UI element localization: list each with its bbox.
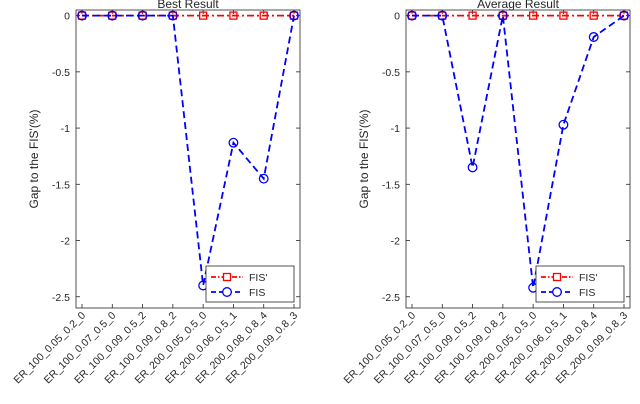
right-chart-legend: FIS' FIS	[535, 265, 625, 303]
right-chart-fis-point	[619, 10, 629, 21]
left-chart-legend: FIS' FIS	[205, 265, 295, 303]
right-chart-ytick-label: -2	[391, 236, 400, 248]
left-chart-legend-label-0: FIS'	[249, 272, 267, 284]
right-chart-legend-marker-square	[552, 272, 562, 282]
right-chart-ytick-label: -2.5	[382, 292, 400, 304]
right-chart-axes-box	[405, 9, 631, 309]
left-chart-ytick-label: -2	[61, 236, 70, 248]
left-chart-legend-label-1: FIS	[249, 287, 265, 299]
left-chart-fis-prime-point	[229, 11, 238, 20]
right-chart-fis-point	[437, 10, 448, 21]
left-chart-ytick-label: 0	[64, 11, 70, 23]
left-chart-fis-point	[107, 10, 118, 21]
left-chart-fis-prime-point	[198, 11, 208, 20]
right-chart-fis-prime-point	[468, 11, 477, 20]
left-chart: Best Result 0 -0.5 -1 -1.5 -2 -2.5 Gap to the F…	[12, 0, 301, 386]
left-chart-fis-prime-point	[259, 11, 268, 20]
right-chart-fis-prime-point	[589, 11, 598, 20]
left-chart-fis-point	[77, 10, 87, 21]
right-chart-ytick-label: 0	[394, 11, 400, 23]
right-chart-series-fis-line	[412, 14, 625, 288]
left-chart-fis-point	[228, 137, 239, 148]
left-chart-ytick-label: -0.5	[52, 67, 70, 79]
right-chart-ytick-label: -0.5	[382, 67, 400, 79]
right-chart-fis-point	[467, 162, 478, 173]
right-chart-fis-prime-point	[559, 11, 568, 20]
left-chart-fis-point	[137, 10, 148, 21]
left-chart-axes-box	[75, 9, 301, 309]
right-chart: Average Result 0 -0.5 -1 -1.5 -2 -2.5 Gap to th…	[342, 0, 631, 386]
left-chart-legend-box	[205, 265, 295, 303]
right-chart-legend-label-0: FIS'	[579, 272, 597, 284]
right-chart-fis-point	[588, 32, 599, 42]
right-chart-fis-prime-point	[528, 11, 538, 20]
left-chart-series-fis-line	[82, 14, 295, 286]
left-chart-ylabel: Gap to the FIS'(%)	[27, 110, 41, 209]
right-chart-fis-prime-point	[619, 11, 629, 20]
left-chart-ytick-label: -1	[61, 123, 70, 135]
left-chart-fis-point	[167, 10, 178, 21]
right-chart-ytick-label: -1	[391, 123, 400, 135]
left-chart-title: Best Result	[157, 0, 219, 11]
right-chart-legend-box	[535, 265, 625, 303]
right-chart-fis-point	[407, 10, 417, 21]
right-chart-legend-marker-circle	[552, 287, 562, 297]
right-chart-fis-point	[558, 119, 569, 130]
left-chart-legend-marker-circle	[222, 287, 232, 297]
right-chart-title: Average Result	[477, 0, 559, 11]
left-chart-legend-marker-square	[222, 272, 232, 282]
right-chart-ytick-label: -1.5	[382, 179, 400, 191]
left-chart-fis-point	[289, 10, 299, 21]
right-chart-fis-point	[497, 10, 508, 21]
left-chart-ytick-label: -1.5	[52, 179, 70, 191]
right-chart-ylabel: Gap to the FIS'(%)	[357, 110, 371, 209]
left-chart-ytick-label: -2.5	[52, 292, 70, 304]
left-chart-fis-point	[258, 173, 269, 184]
right-chart-legend-label-1: FIS	[579, 287, 595, 299]
